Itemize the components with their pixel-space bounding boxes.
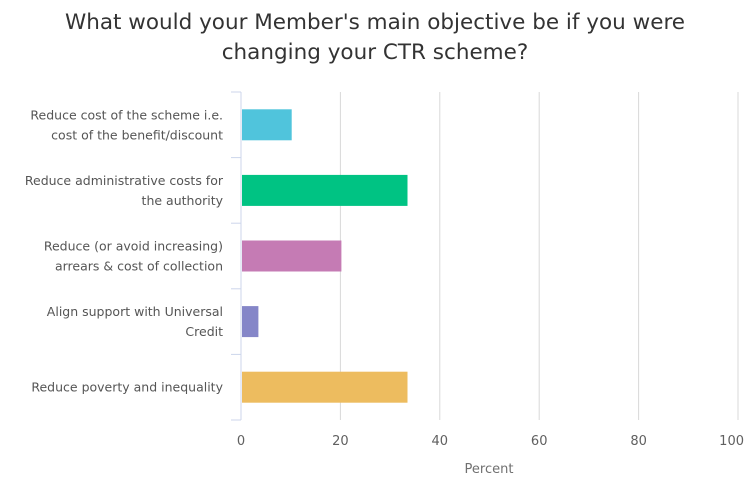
category-label-4-0: Reduce poverty and inequality (31, 380, 223, 395)
chart-title-line-1: What would your Member's main objective … (64, 10, 686, 35)
x-tick-label-80: 80 (630, 434, 647, 449)
bar-4 (242, 371, 408, 403)
x-tick-label-100: 100 (719, 434, 744, 449)
bar-3 (242, 306, 259, 338)
category-label-3-1: Credit (185, 324, 223, 339)
category-label-0-0: Reduce cost of the scheme i.e. (30, 107, 223, 122)
chart-title-line-2: changing your CTR scheme? (221, 40, 529, 65)
category-label-0-1: cost of the benefit/discount (51, 127, 223, 142)
x-tick-label-40: 40 (432, 434, 449, 449)
category-label-2-0: Reduce (or avoid increasing) (44, 239, 223, 254)
category-label-1-0: Reduce administrative costs for (25, 173, 224, 188)
bar-2 (242, 240, 342, 272)
category-label-2-1: arrears & cost of collection (55, 259, 223, 274)
x-tick-label-20: 20 (332, 434, 349, 449)
bar-1 (242, 174, 408, 206)
x-tick-label-60: 60 (531, 434, 548, 449)
category-label-1-1: the authority (142, 193, 224, 208)
chart-title: What would your Member's main objective … (0, 8, 750, 68)
x-axis-title: Percent (465, 462, 514, 477)
category-label-3-0: Align support with Universal (47, 304, 223, 319)
x-tick-label-0: 0 (237, 434, 245, 449)
bar-0 (242, 109, 292, 141)
